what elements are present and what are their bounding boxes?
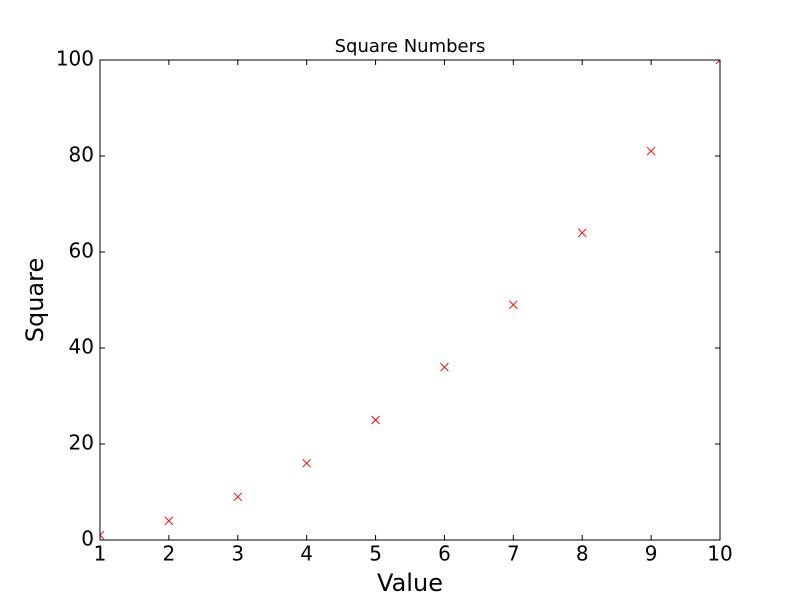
y-tick-label: 100 — [56, 47, 94, 71]
chart-title: Square Numbers — [335, 36, 486, 57]
marker — [233, 492, 243, 502]
marker — [371, 415, 380, 425]
y-tick-label: 60 — [69, 239, 94, 263]
y-tick-label: 20 — [69, 431, 94, 455]
plot-area — [100, 60, 720, 540]
x-tick-label: 10 — [707, 542, 732, 566]
marker — [577, 228, 587, 238]
x-tick-label: 8 — [576, 542, 589, 566]
x-axis-label: Value — [377, 569, 443, 597]
y-axis-label: Square — [21, 258, 49, 343]
x-tick-label: 3 — [231, 542, 244, 566]
y-tick-label: 40 — [69, 335, 94, 359]
x-tick-label: 6 — [438, 542, 451, 566]
y-tick-label: 80 — [69, 143, 94, 167]
axes-frame — [99, 59, 721, 541]
marker — [100, 530, 105, 540]
x-tick-label: 2 — [163, 542, 176, 566]
x-tick-label: 5 — [369, 542, 382, 566]
x-tick-label: 4 — [300, 542, 313, 566]
marker — [302, 458, 312, 468]
marker — [164, 516, 174, 526]
marker — [715, 60, 720, 65]
marker — [440, 362, 449, 372]
x-tick-label: 1 — [94, 542, 107, 566]
y-tick-label: 0 — [81, 527, 94, 551]
x-tick-label: 9 — [645, 542, 658, 566]
x-tick-label: 7 — [507, 542, 520, 566]
marker — [508, 300, 518, 310]
marker — [646, 146, 656, 156]
